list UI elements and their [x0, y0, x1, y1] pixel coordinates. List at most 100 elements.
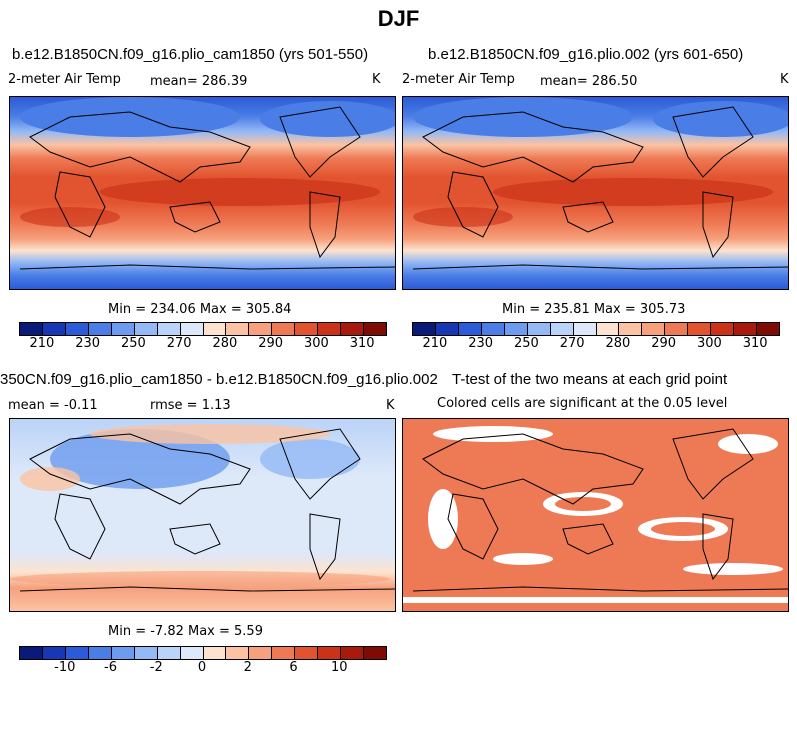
- panel-3-map: [9, 418, 396, 612]
- colorbar-swatch: [88, 647, 112, 659]
- panel-2-temperature-field: [403, 97, 788, 289]
- colorbar-swatch: [272, 647, 296, 659]
- colorbar-swatch: [318, 323, 342, 335]
- colorbar-tick-label: -6: [104, 660, 117, 675]
- panel-1-variable-label: 2-meter Air Temp: [8, 72, 121, 87]
- panel-1-colorbar-ticks: 210 230 250 270 280 290 300 310: [19, 336, 385, 352]
- colorbar-swatch: [203, 647, 227, 659]
- colorbar-swatch: [20, 647, 43, 659]
- colorbar-tick-label: 270: [559, 336, 585, 351]
- panel-2-title: b.e12.B1850CN.f09_g16.plio.002 (yrs 601-…: [428, 46, 744, 63]
- colorbar-tick-label: 250: [120, 336, 146, 351]
- colorbar-swatch: [42, 323, 66, 335]
- colorbar-swatch: [249, 323, 273, 335]
- panel-3-title: 350CN.f09_g16.plio_cam1850 - b.e12.B1850…: [0, 371, 438, 388]
- colorbar-swatch: [203, 323, 227, 335]
- panel-2-colorbar-ticks: 210 230 250 270 280 290 300 310: [412, 336, 778, 352]
- panel-3-minmax: Min = -7.82 Max = 5.59: [108, 624, 263, 639]
- colorbar-tick-label: 0: [197, 660, 207, 675]
- colorbar-swatch: [642, 323, 666, 335]
- colorbar-tick-label: -2: [149, 660, 163, 675]
- colorbar-swatch: [88, 323, 112, 335]
- panel-2-variable-label: 2-meter Air Temp: [402, 72, 515, 87]
- colorbar-swatch: [295, 647, 319, 659]
- colorbar-swatch: [413, 323, 436, 335]
- panel-4-subtitle: Colored cells are significant at the 0.0…: [437, 396, 728, 411]
- panel-2-map: [402, 96, 789, 290]
- panel-1-units-label: K: [372, 72, 381, 87]
- colorbar-tick-label: 280: [212, 336, 238, 351]
- colorbar-swatch: [65, 647, 89, 659]
- panel-4-map: [402, 418, 789, 612]
- colorbar-tick-label: 270: [166, 336, 192, 351]
- colorbar-tick-label: 230: [468, 336, 494, 351]
- colorbar-swatch: [364, 647, 386, 659]
- panel-3-colorbar-ticks: -10 -6 -2 0 2 6 10: [19, 660, 385, 676]
- colorbar-swatch: [272, 323, 296, 335]
- colorbar-swatch: [341, 647, 365, 659]
- colorbar-swatch: [341, 323, 365, 335]
- panel-3-rmse-label: rmse = 1.13: [150, 398, 231, 413]
- colorbar-swatch: [180, 647, 204, 659]
- colorbar-swatch: [527, 323, 551, 335]
- colorbar-swatch: [757, 323, 779, 335]
- panel-4-title: T-test of the two means at each grid poi…: [452, 371, 728, 388]
- colorbar-tick-label: 300: [303, 336, 329, 351]
- colorbar-tick-label: -10: [54, 660, 76, 675]
- colorbar-swatch: [180, 323, 204, 335]
- colorbar-swatch: [734, 323, 758, 335]
- panel-1-minmax: Min = 234.06 Max = 305.84: [108, 302, 292, 317]
- colorbar-swatch: [318, 647, 342, 659]
- colorbar-tick-label: 290: [651, 336, 677, 351]
- panel-1-title: b.e12.B1850CN.f09_g16.plio_cam1850 (yrs …: [12, 46, 369, 63]
- panel-1-mean-label: mean= 286.39: [150, 74, 248, 89]
- colorbar-swatch: [20, 323, 43, 335]
- colorbar-tick-label: 310: [349, 336, 375, 351]
- colorbar-tick-label: 290: [258, 336, 284, 351]
- panel-3-difference-field: [10, 419, 395, 611]
- panel-3-mean-label: mean = -0.11: [8, 398, 98, 413]
- colorbar-tick-label: 2: [243, 660, 252, 675]
- colorbar-swatch: [157, 323, 181, 335]
- colorbar-tick-label: 210: [422, 336, 448, 351]
- figure-title: DJF: [377, 6, 420, 31]
- panel-3-colorbar: [19, 646, 387, 660]
- colorbar-swatch: [458, 323, 482, 335]
- colorbar-swatch: [573, 323, 597, 335]
- colorbar-swatch: [596, 323, 620, 335]
- colorbar-swatch: [619, 323, 643, 335]
- colorbar-tick-label: 230: [75, 336, 101, 351]
- panel-3-units-label: K: [386, 398, 395, 413]
- colorbar-swatch: [134, 647, 158, 659]
- panel-2-mean-label: mean= 286.50: [540, 74, 638, 89]
- colorbar-swatch: [665, 323, 689, 335]
- colorbar-tick-label: 300: [696, 336, 722, 351]
- colorbar-swatch: [226, 323, 250, 335]
- colorbar-tick-label: 250: [513, 336, 539, 351]
- panel-2-minmax: Min = 235.81 Max = 305.73: [502, 302, 686, 317]
- colorbar-swatch: [249, 647, 273, 659]
- colorbar-swatch: [688, 323, 712, 335]
- colorbar-swatch: [295, 323, 319, 335]
- colorbar-swatch: [504, 323, 528, 335]
- panel-2-colorbar: [412, 322, 780, 336]
- colorbar-tick-label: 10: [330, 660, 348, 675]
- colorbar-swatch: [550, 323, 574, 335]
- panel-1-temperature-field: [10, 97, 395, 289]
- colorbar-swatch: [711, 323, 735, 335]
- colorbar-swatch: [42, 647, 66, 659]
- colorbar-swatch: [134, 323, 158, 335]
- colorbar-tick-label: 310: [742, 336, 768, 351]
- colorbar-tick-label: 210: [29, 336, 55, 351]
- colorbar-tick-label: 6: [289, 660, 298, 675]
- panel-2-units-label: K: [780, 72, 789, 87]
- colorbar-swatch: [111, 647, 135, 659]
- colorbar-swatch: [226, 647, 250, 659]
- colorbar-swatch: [435, 323, 459, 335]
- colorbar-swatch: [364, 323, 386, 335]
- colorbar-swatch: [481, 323, 505, 335]
- panel-1-map: [9, 96, 396, 290]
- colorbar-swatch: [111, 323, 135, 335]
- panel-4-significance-field: [403, 419, 788, 611]
- colorbar-swatch: [157, 647, 181, 659]
